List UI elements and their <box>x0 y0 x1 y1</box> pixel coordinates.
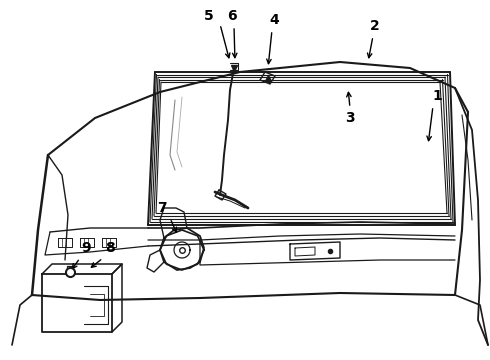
Text: 7: 7 <box>157 201 167 215</box>
Text: 8: 8 <box>105 241 115 255</box>
Text: 5: 5 <box>204 9 214 23</box>
Text: 6: 6 <box>227 9 237 23</box>
Text: 3: 3 <box>345 111 355 125</box>
Text: 9: 9 <box>81 241 91 255</box>
Text: 2: 2 <box>370 19 380 33</box>
Text: 4: 4 <box>269 13 279 27</box>
Text: 1: 1 <box>432 89 442 103</box>
